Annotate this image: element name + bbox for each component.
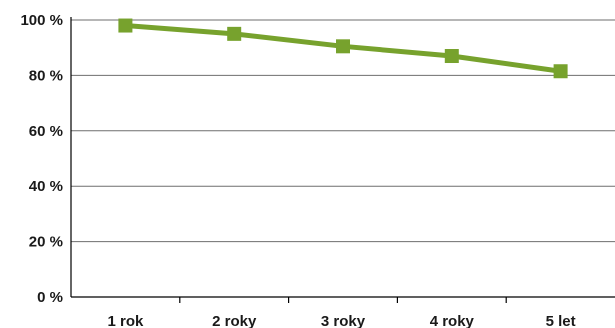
x-tick-label: 1 rok	[107, 313, 144, 328]
gridlines	[71, 19, 615, 243]
data-point-marker	[553, 64, 568, 79]
x-tick-label: 4 roky	[430, 313, 475, 328]
x-tick-label: 2 roky	[212, 313, 257, 328]
series-group	[118, 18, 568, 79]
x-tick-label: 5 let	[546, 313, 576, 328]
y-tick-label: 0 %	[37, 289, 63, 306]
data-point-marker	[336, 39, 350, 54]
y-axis-tick-labels: 0 % 20 % 40 % 60 % 80 % 100 %	[20, 12, 63, 306]
x-axis-tick-labels: 1 rok 2 roky 3 roky 4 roky 5 let	[107, 313, 575, 328]
y-tick-label: 100 %	[20, 12, 63, 29]
y-tick-label: 60 %	[29, 123, 63, 140]
data-point-marker	[227, 26, 242, 41]
x-tick-label: 3 roky	[321, 313, 366, 328]
y-tick-label: 40 %	[29, 178, 63, 195]
axes	[70, 17, 615, 303]
y-tick-label: 20 %	[29, 234, 63, 251]
y-tick-label: 80 %	[29, 67, 63, 84]
data-point-marker	[444, 49, 459, 64]
data-point-marker	[118, 18, 133, 33]
